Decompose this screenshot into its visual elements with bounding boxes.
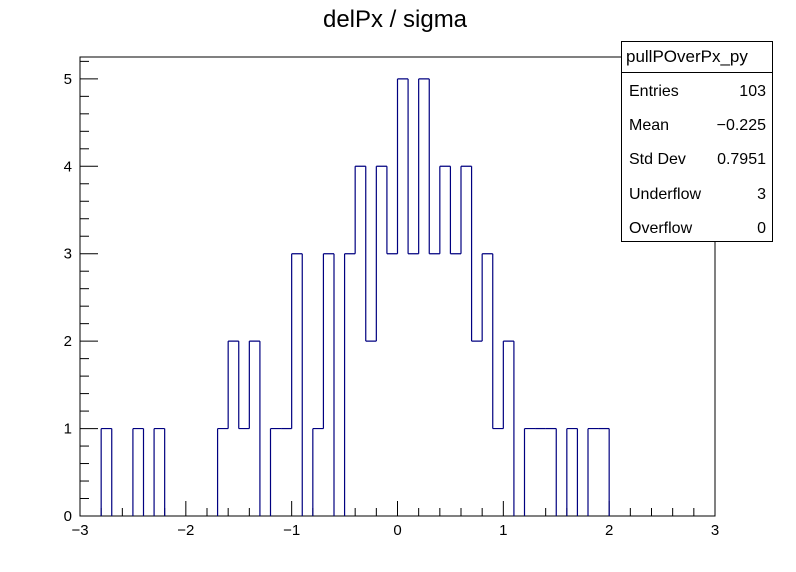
- stats-row-mean: Mean −0.225: [629, 116, 766, 136]
- histogram-bin: [269, 427, 282, 516]
- histogram-bin: [312, 427, 324, 516]
- stats-value: 0: [757, 220, 766, 237]
- histogram-bin: [396, 78, 409, 254]
- histogram-bin: [238, 341, 250, 430]
- histogram-bin: [227, 340, 239, 429]
- x-tick-label: 2: [605, 522, 613, 539]
- stats-value: 0.7951: [717, 151, 766, 168]
- histogram-bin: [523, 427, 536, 516]
- histogram-bin: [291, 253, 303, 429]
- histogram-bin: [439, 165, 451, 254]
- y-tick-label: 5: [64, 71, 72, 88]
- stats-value: 103: [739, 83, 766, 100]
- x-tick-label: −1: [283, 522, 300, 539]
- stats-label: Std Dev: [629, 151, 686, 168]
- stats-label: Mean: [629, 117, 670, 134]
- stats-row-entries: Entries 103: [629, 82, 766, 102]
- y-tick-label: 0: [64, 508, 72, 525]
- y-tick-label: 1: [64, 421, 72, 438]
- histogram-bin: [132, 427, 144, 516]
- histogram-bin: [386, 166, 398, 255]
- stats-row-std-dev: Std Dev 0.7951: [629, 150, 766, 170]
- y-tick-label: 3: [64, 246, 72, 263]
- histogram-bin: [418, 78, 430, 254]
- histogram-bin: [100, 427, 112, 516]
- stats-title: pullPOverPx_py: [622, 42, 772, 73]
- histogram-bin: [365, 166, 377, 342]
- x-tick-label: 3: [711, 522, 719, 539]
- x-tick-label: −3: [71, 522, 88, 539]
- histogram-bin: [322, 253, 334, 429]
- y-tick-label: 2: [64, 333, 72, 350]
- x-tick-label: −2: [177, 522, 194, 539]
- histogram-bin: [449, 166, 461, 255]
- histogram-bin: [354, 165, 366, 254]
- x-tick-label: 1: [499, 522, 507, 539]
- stats-row-underflow: Underflow 3: [629, 185, 766, 205]
- histogram-bin: [566, 427, 578, 516]
- stats-label: Entries: [629, 83, 679, 100]
- histogram-bin: [216, 427, 229, 516]
- histogram-bin: [587, 427, 599, 516]
- x-tick-label: 0: [393, 522, 401, 539]
- stats-value: −0.225: [716, 117, 766, 134]
- histogram-bin: [481, 253, 493, 342]
- histogram-bin: [248, 340, 260, 429]
- histogram-bin: [153, 427, 165, 516]
- y-axis: 0 1 2 3 4 5: [64, 60, 98, 525]
- histogram-bin: [375, 165, 387, 342]
- stats-value: 3: [757, 186, 766, 203]
- stats-label: Overflow: [629, 220, 693, 237]
- y-tick-label: 4: [64, 158, 72, 175]
- histogram-bin: [460, 165, 472, 254]
- histogram-bars: [100, 78, 610, 516]
- x-axis: −3 −2 −1 0 1 2 3: [71, 501, 719, 539]
- histogram-bin: [407, 78, 419, 255]
- histogram-bin: [428, 78, 440, 255]
- stats-box: pullPOverPx_py Entries 103 Mean −0.225 S…: [621, 41, 773, 242]
- histogram-bin: [492, 253, 504, 430]
- chart-title: delPx / sigma: [323, 6, 468, 33]
- stats-label: Underflow: [629, 186, 702, 203]
- stats-row-overflow: Overflow 0: [629, 219, 766, 239]
- histogram-bin: [343, 253, 356, 516]
- histogram-bin: [470, 166, 483, 342]
- histogram-bin: [502, 340, 514, 429]
